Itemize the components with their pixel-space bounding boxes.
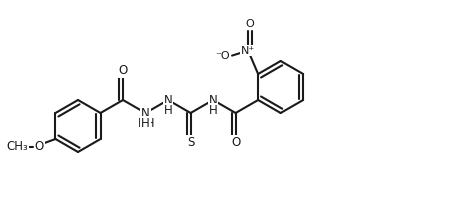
Text: O: O <box>119 64 128 77</box>
Text: O: O <box>246 19 255 29</box>
Text: N⁺: N⁺ <box>241 46 255 56</box>
Text: H: H <box>164 104 173 116</box>
Text: O: O <box>231 136 240 149</box>
Text: ⁻O: ⁻O <box>216 51 230 61</box>
Text: O: O <box>35 141 44 153</box>
Text: H: H <box>209 104 218 116</box>
Text: H: H <box>141 116 150 129</box>
Text: NH: NH <box>138 116 155 129</box>
Text: N: N <box>164 93 173 107</box>
Text: CH₃: CH₃ <box>6 141 28 153</box>
Text: S: S <box>187 136 194 149</box>
Text: N: N <box>209 93 218 107</box>
Text: N: N <box>141 107 150 120</box>
